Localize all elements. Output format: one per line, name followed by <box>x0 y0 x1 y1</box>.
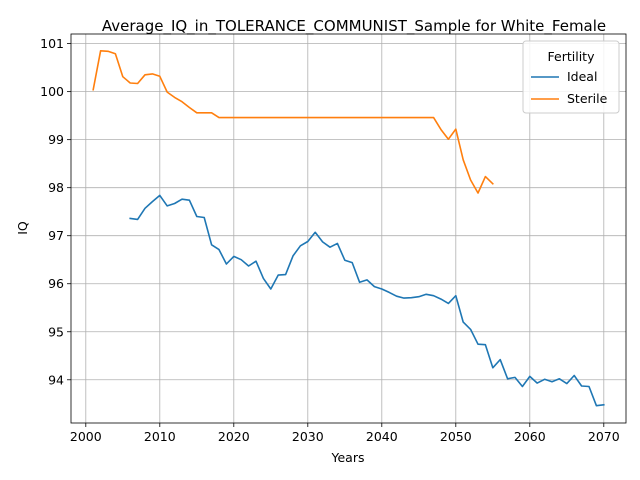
y-axis-label: IQ <box>15 221 30 235</box>
x-tick-label: 2070 <box>588 429 620 444</box>
x-tick-label: 2010 <box>144 429 176 444</box>
chart-title: Average_IQ_in_TOLERANCE_COMMUNIST_Sample… <box>102 17 606 36</box>
y-tick-label: 96 <box>48 276 64 291</box>
series-line-ideal <box>129 194 605 407</box>
series-line-sterile <box>92 49 494 194</box>
plot-frame <box>70 33 627 424</box>
legend-box <box>522 40 620 114</box>
series-lines <box>92 49 605 407</box>
y-tick-label: 95 <box>48 324 64 339</box>
legend: Fertility Ideal Sterile <box>522 40 620 114</box>
y-tick-label: 101 <box>40 36 64 51</box>
y-tick-label: 98 <box>48 180 64 195</box>
y-tick-label: 99 <box>48 132 64 147</box>
legend-title: Fertility <box>548 49 596 64</box>
x-tick-label: 2020 <box>218 429 250 444</box>
y-tick-label: 100 <box>40 84 64 99</box>
x-tick-label: 2040 <box>366 429 398 444</box>
x-axis-label: Years <box>331 450 365 465</box>
legend-label-sterile: Sterile <box>567 91 608 106</box>
legend-label-ideal: Ideal <box>567 69 597 84</box>
y-tick-label: 97 <box>48 228 64 243</box>
x-tick-label: 2050 <box>440 429 472 444</box>
axis-ticks: 2000 2010 2020 2030 2040 2050 2060 2070 94 95 96 97… <box>40 36 620 444</box>
x-tick-label: 2030 <box>292 429 324 444</box>
grid <box>71 34 626 423</box>
x-tick-label: 2060 <box>514 429 546 444</box>
y-tick-label: 94 <box>48 372 64 387</box>
x-tick-label: 2000 <box>70 429 102 444</box>
